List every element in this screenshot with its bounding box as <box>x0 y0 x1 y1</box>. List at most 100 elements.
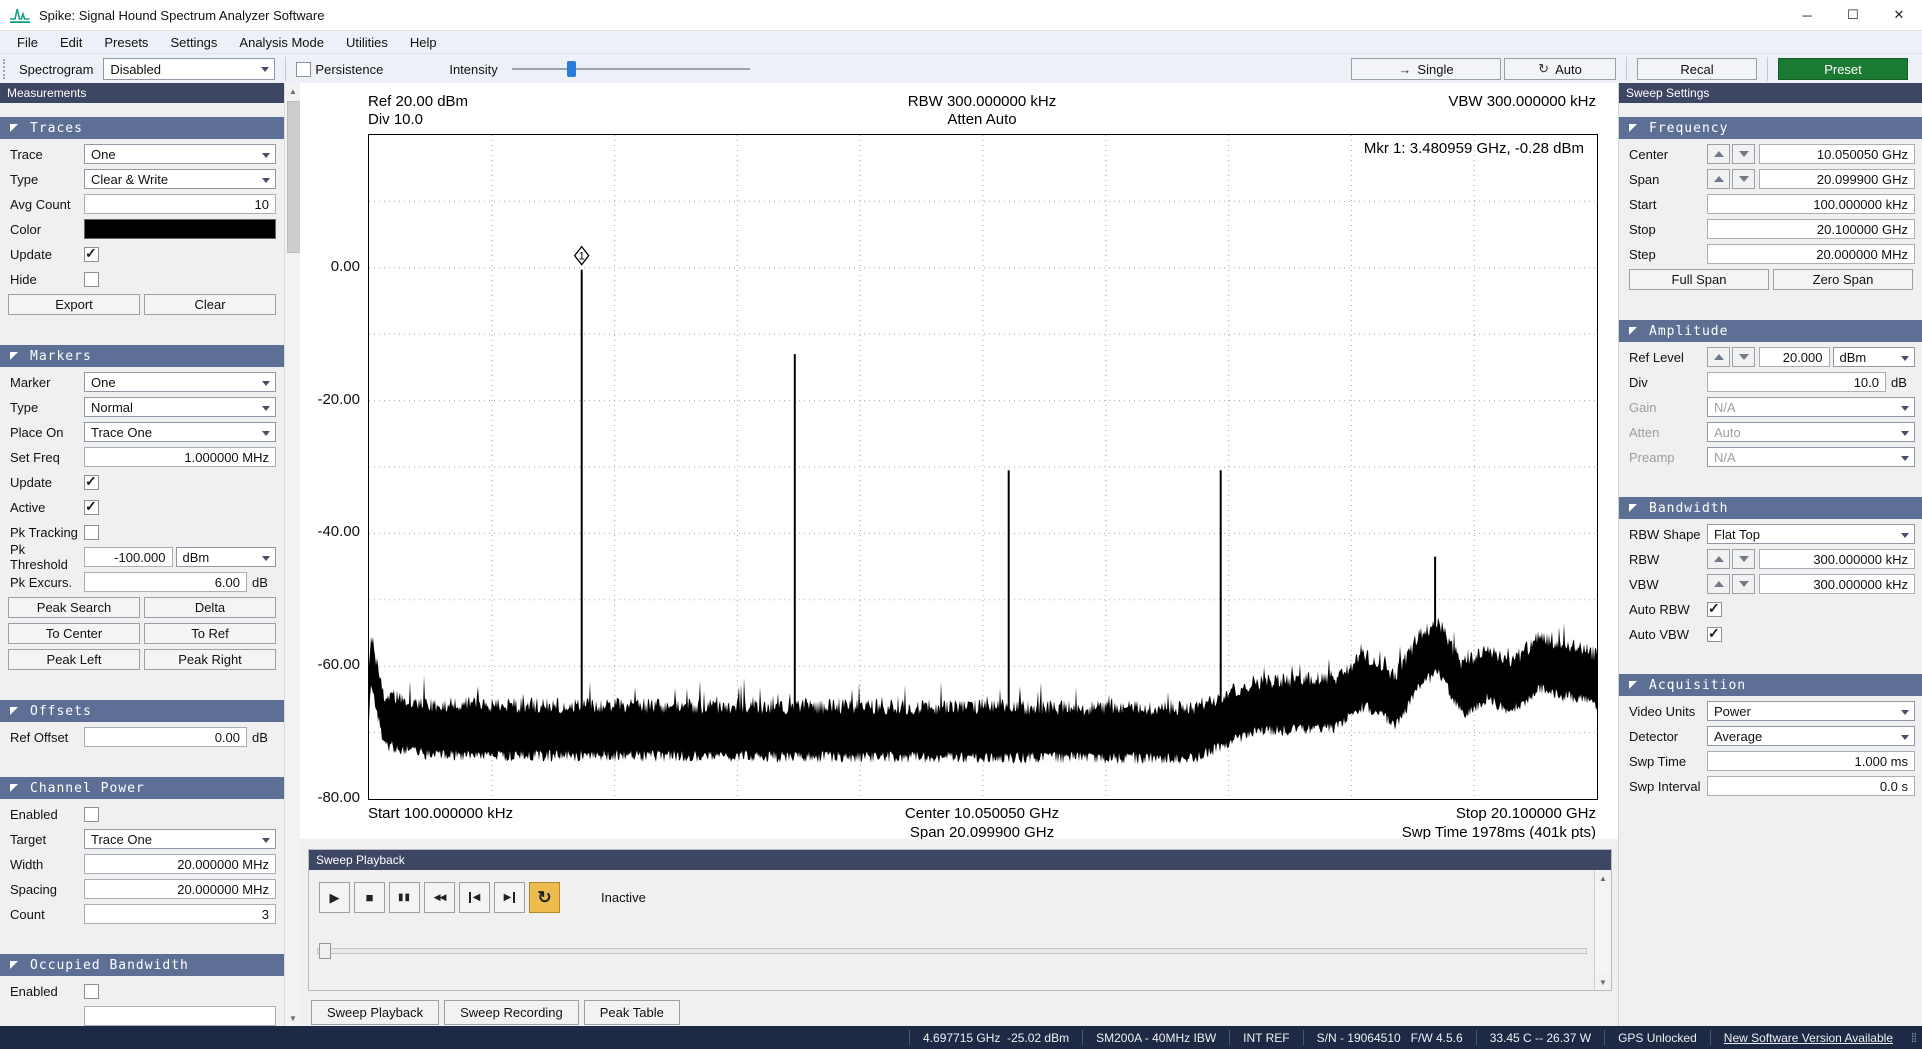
spectrum-chart[interactable]: 1 <box>368 134 1598 800</box>
cp-enabled-checkbox[interactable] <box>84 806 99 822</box>
intensity-slider[interactable] <box>511 59 750 79</box>
trace-hide-checkbox[interactable] <box>84 271 99 287</box>
skip-start-button[interactable] <box>459 882 490 913</box>
marker-update-checkbox[interactable] <box>84 473 99 490</box>
scroll-down-icon[interactable]: ▼ <box>285 1010 301 1026</box>
playback-scrollbar[interactable]: ▲ ▼ <box>1594 870 1611 990</box>
section-occupied-bandwidth[interactable]: Occupied Bandwidth <box>0 954 284 976</box>
trace-update-checkbox[interactable] <box>84 245 99 262</box>
step-up-button[interactable] <box>1707 347 1730 367</box>
auto-sweep-button[interactable]: ↻ Auto <box>1504 58 1616 80</box>
video-units-select[interactable]: Power <box>1707 701 1915 721</box>
trace-color-swatch[interactable] <box>84 219 276 239</box>
ref-level-unit-select[interactable]: dBm <box>1832 347 1915 367</box>
spectrogram-select[interactable]: Disabled <box>103 58 276 80</box>
persistence-checkbox[interactable] <box>296 61 312 77</box>
trace-type-select[interactable]: Clear & Write <box>84 169 276 189</box>
zero-span-button[interactable]: Zero Span <box>1773 269 1913 290</box>
intensity-slider-handle[interactable] <box>566 61 576 77</box>
pk-tracking-checkbox[interactable] <box>84 524 99 540</box>
recal-button[interactable]: Recal <box>1637 58 1757 80</box>
step-down-button[interactable] <box>1732 347 1755 367</box>
loop-button[interactable] <box>529 882 560 913</box>
div-input[interactable]: 10.0 <box>1707 372 1886 392</box>
minimize-button[interactable]: ─ <box>1802 7 1812 23</box>
menu-item[interactable]: Analysis Mode <box>239 34 324 50</box>
playback-position-slider[interactable] <box>317 942 1587 959</box>
step-down-button[interactable] <box>1732 549 1755 569</box>
pause-button[interactable] <box>389 882 420 913</box>
bottom-tab[interactable]: Sweep Playback <box>311 1000 440 1025</box>
section-bandwidth[interactable]: Bandwidth <box>1619 497 1922 519</box>
pk-excursion-input[interactable]: 6.00 <box>84 572 247 592</box>
menu-item[interactable]: Help <box>409 34 437 50</box>
peak-left-button[interactable]: Peak Left <box>8 649 140 670</box>
step-up-button[interactable] <box>1707 574 1730 594</box>
step-down-button[interactable] <box>1732 169 1755 189</box>
scroll-up-icon[interactable]: ▲ <box>285 83 301 99</box>
span-input[interactable]: 20.099900 GHz <box>1759 169 1915 189</box>
scroll-down-icon[interactable]: ▼ <box>1595 974 1611 990</box>
marker-type-select[interactable]: Normal <box>84 397 276 417</box>
start-freq-input[interactable]: 100.000000 kHz <box>1707 194 1915 214</box>
place-on-select[interactable]: Trace One <box>84 422 276 442</box>
skip-end-button[interactable] <box>494 882 525 913</box>
section-offsets[interactable]: Offsets <box>0 700 284 722</box>
section-frequency[interactable]: Frequency <box>1619 117 1922 139</box>
step-up-button[interactable] <box>1707 549 1730 569</box>
single-sweep-button[interactable]: → Single <box>1351 58 1501 80</box>
section-markers[interactable]: Markers <box>0 345 284 367</box>
step-up-button[interactable] <box>1707 144 1730 164</box>
maximize-button[interactable]: ☐ <box>1847 7 1859 22</box>
vbw-input[interactable]: 300.000000 kHz <box>1759 574 1915 594</box>
stop-freq-input[interactable]: 20.100000 GHz <box>1707 219 1915 239</box>
swp-interval-input[interactable]: 0.0 s <box>1707 776 1915 796</box>
bottom-tab[interactable]: Sweep Recording <box>444 1000 579 1025</box>
section-traces[interactable]: Traces <box>0 117 284 139</box>
section-amplitude[interactable]: Amplitude <box>1619 320 1922 342</box>
cp-count-input[interactable]: 3 <box>84 904 276 924</box>
swp-time-input[interactable]: 1.000 ms <box>1707 751 1915 771</box>
peak-search-button[interactable]: Peak Search <box>8 597 140 618</box>
spectrum-plot[interactable]: 1 <box>369 135 1597 799</box>
step-freq-input[interactable]: 20.000000 MHz <box>1707 244 1915 264</box>
step-down-button[interactable] <box>1732 144 1755 164</box>
to-center-button[interactable]: To Center <box>8 623 140 644</box>
rbw-shape-select[interactable]: Flat Top <box>1707 524 1915 544</box>
obw-enabled-checkbox[interactable] <box>84 983 99 999</box>
to-ref-button[interactable]: To Ref <box>144 623 276 644</box>
avg-count-input[interactable]: 10 <box>84 194 276 214</box>
section-channel-power[interactable]: Channel Power <box>0 777 284 799</box>
left-panel-scrollbar[interactable]: ▲ ▼ <box>284 83 301 1026</box>
clear-button[interactable]: Clear <box>144 294 276 315</box>
preset-button[interactable]: Preset <box>1778 58 1908 80</box>
menu-item[interactable]: Presets <box>104 34 149 50</box>
step-up-button[interactable] <box>1707 169 1730 189</box>
resize-grip-icon[interactable]: ⣿ <box>1910 1032 1918 1042</box>
bottom-tab[interactable]: Peak Table <box>583 1000 680 1025</box>
center-freq-input[interactable]: 10.050050 GHz <box>1759 144 1915 164</box>
section-acquisition[interactable]: Acquisition <box>1619 674 1922 696</box>
detector-select[interactable]: Average <box>1707 726 1915 746</box>
scrollbar-thumb[interactable] <box>287 101 301 253</box>
export-button[interactable]: Export <box>8 294 140 315</box>
menu-item[interactable]: Settings <box>170 34 218 50</box>
trace-select[interactable]: One <box>84 144 276 164</box>
auto-vbw-checkbox[interactable] <box>1707 625 1722 642</box>
cp-spacing-input[interactable]: 20.000000 MHz <box>84 879 276 899</box>
step-down-button[interactable] <box>1732 574 1755 594</box>
auto-rbw-checkbox[interactable] <box>1707 600 1722 617</box>
pk-threshold-unit-select[interactable]: dBm <box>175 547 276 567</box>
peak-right-button[interactable]: Peak Right <box>144 649 276 670</box>
obw-partial-input[interactable] <box>84 1006 276 1026</box>
scroll-up-icon[interactable]: ▲ <box>1595 870 1611 886</box>
menu-item[interactable]: File <box>17 34 38 50</box>
marker-active-checkbox[interactable] <box>84 498 99 515</box>
close-button[interactable]: ✕ <box>1893 7 1905 22</box>
ref-offset-input[interactable]: 0.00 <box>84 727 247 747</box>
cp-target-select[interactable]: Trace One <box>84 829 276 849</box>
pk-threshold-input[interactable]: -100.000 <box>84 547 173 567</box>
play-button[interactable] <box>319 882 350 913</box>
slider-handle[interactable] <box>319 943 331 959</box>
set-freq-input[interactable]: 1.000000 MHz <box>84 447 276 467</box>
